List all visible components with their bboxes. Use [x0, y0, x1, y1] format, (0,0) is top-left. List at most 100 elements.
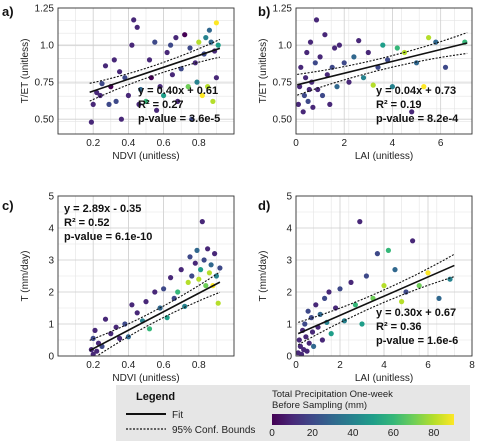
data-point [425, 270, 431, 276]
y-tick-label: 0 [48, 352, 54, 363]
x-tick-label: 0 [293, 360, 299, 371]
data-point [102, 316, 109, 322]
data-point [319, 92, 326, 99]
data-point [213, 20, 219, 26]
data-point [394, 45, 400, 51]
fit-line [89, 47, 221, 93]
data-point [359, 321, 365, 327]
data-point [319, 337, 325, 343]
plot-frame [295, 195, 473, 357]
data-point [99, 81, 105, 87]
data-point [334, 84, 340, 90]
data-point [129, 42, 135, 48]
data-point [370, 82, 376, 88]
data-point [94, 89, 100, 96]
data-point [199, 219, 205, 225]
x-tick-label: 2 [337, 360, 343, 371]
data-point [131, 17, 137, 23]
data-point [328, 331, 334, 337]
x-tick-label: 6 [425, 360, 431, 371]
plot-frame [57, 7, 235, 135]
data-point [125, 92, 131, 99]
data-point [194, 79, 200, 85]
colorbar-gradient [272, 414, 454, 425]
data-point [333, 305, 339, 311]
x-tick-label: 6 [438, 138, 444, 149]
data-point [182, 303, 188, 309]
x-tick-label: 0.8 [192, 138, 206, 149]
data-point [409, 109, 415, 115]
y-tick-label: 0 [286, 352, 292, 363]
plot-frame [295, 7, 473, 135]
data-point [215, 42, 221, 48]
stats-r-squared: R² = 0.36 [376, 321, 422, 333]
data-point [317, 54, 323, 60]
fit-line [297, 42, 468, 86]
data-point [146, 57, 153, 63]
y-tick-label: 1.25 [35, 4, 55, 15]
data-point [365, 49, 371, 56]
stats-p-value: p-value = 1.6e-6 [376, 335, 458, 347]
colorbar-tick-label: 60 [388, 428, 400, 439]
data-point [322, 32, 328, 38]
data-point [175, 289, 181, 295]
plot-frame [57, 195, 235, 357]
data-point [97, 92, 103, 99]
data-point [164, 315, 170, 321]
y-tick-label: 1.0 [278, 41, 292, 52]
panel-c: 0.2 0.4 0.6 0.8 0 1 2 3 4 5 NDVI (unitless) T (mm/d… [2, 192, 235, 384]
y-tick-label: 3 [48, 256, 54, 267]
data-point [298, 64, 304, 70]
legend-title: Legend [136, 391, 175, 403]
fit-line [297, 264, 455, 335]
data-point [300, 109, 306, 115]
data-point [307, 39, 314, 45]
data-point [90, 351, 96, 356]
data-point [351, 54, 357, 60]
data-point [206, 27, 212, 33]
data-point [215, 300, 221, 306]
stats-equation: y = 2.89x - 0.35 [64, 203, 141, 215]
data-point [138, 86, 144, 93]
data-point [88, 119, 94, 125]
panel-letter: b) [258, 4, 270, 19]
data-point [374, 251, 380, 257]
data-point [442, 64, 449, 70]
data-point [410, 238, 416, 244]
data-point [208, 262, 214, 268]
data-point [203, 283, 209, 289]
data-point [436, 295, 442, 301]
y-tick-label: 2 [286, 288, 292, 299]
data-point [199, 92, 205, 99]
data-point [336, 42, 342, 48]
data-point [341, 60, 347, 66]
data-point [413, 60, 420, 66]
data-point [192, 260, 198, 266]
data-point [185, 279, 191, 285]
stats-p-value: p-value = 3.6e-5 [138, 113, 220, 125]
data-point [161, 286, 167, 292]
x-tick-label: 4 [390, 138, 396, 149]
data-point [311, 343, 317, 349]
x-tick-label: 0 [293, 138, 299, 149]
data-point [136, 101, 142, 107]
data-point [143, 299, 149, 305]
ci-upper-line [89, 38, 221, 84]
data-point [92, 327, 98, 333]
data-point [152, 289, 158, 295]
colorbar-title-line1: Total Precipitation One-week [272, 389, 393, 400]
data-point [305, 308, 311, 314]
data-point [305, 98, 311, 104]
ci-lower-line [297, 52, 468, 96]
data-point [134, 310, 140, 316]
y-tick-label: 5 [48, 192, 54, 203]
data-point [337, 286, 343, 292]
data-point [303, 334, 309, 340]
data-point [154, 107, 160, 113]
y-tick-label: 1 [48, 320, 54, 331]
data-point [113, 98, 119, 104]
data-point [106, 101, 112, 107]
ci-lower-line [95, 291, 221, 356]
data-point [187, 45, 193, 51]
data-point [302, 321, 308, 327]
